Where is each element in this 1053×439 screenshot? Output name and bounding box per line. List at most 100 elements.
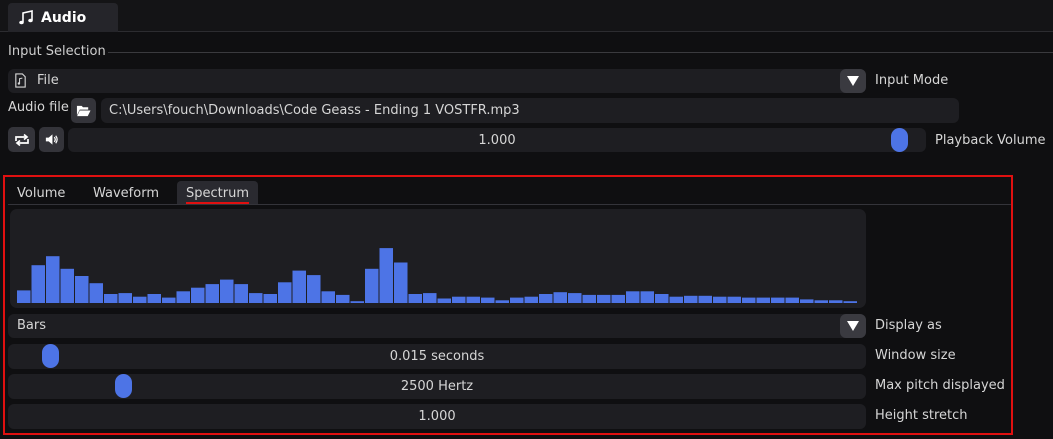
height-stretch-slider[interactable]: 1.000 xyxy=(8,404,866,429)
playback-volume-slider[interactable]: 1.000 xyxy=(68,128,926,152)
spectrum-bar xyxy=(756,297,770,303)
spectrum-bar xyxy=(75,276,89,303)
spectrum-bar xyxy=(771,297,785,303)
spectrum-bar xyxy=(553,292,567,303)
spectrum-bar xyxy=(423,293,437,303)
tab-waveform-label: Waveform xyxy=(93,185,159,201)
spectrum-bar xyxy=(655,294,669,303)
open-folder-button[interactable] xyxy=(71,98,96,123)
tab-spectrum-label: Spectrum xyxy=(186,185,249,204)
spectrum-bar xyxy=(800,299,814,303)
spectrum-bar xyxy=(582,294,596,303)
spectrum-bar xyxy=(118,293,132,303)
top-tab-bar: Audio xyxy=(0,0,1053,32)
max-pitch-slider[interactable]: 2500 Hertz xyxy=(8,374,866,399)
input-mode-label: Input Mode xyxy=(875,73,949,88)
spectrum-bar xyxy=(104,294,118,303)
spectrum-bar xyxy=(524,296,538,303)
playback-volume-handle[interactable] xyxy=(891,128,908,152)
audio-file-path-field[interactable]: C:\Users\fouch\Downloads\Code Geass - En… xyxy=(101,98,959,123)
display-as-value: Bars xyxy=(17,318,47,333)
spectrum-bar xyxy=(220,279,234,303)
spectrum-bar xyxy=(321,291,335,303)
spectrum-bar xyxy=(147,294,161,303)
spectrum-bar xyxy=(684,295,698,303)
spectrum-bar xyxy=(278,282,292,303)
spectrum-bar xyxy=(17,290,31,303)
spectrum-bar xyxy=(510,297,524,303)
window-size-value: 0.015 seconds xyxy=(389,349,485,364)
section-divider xyxy=(108,52,1053,53)
music-note-icon xyxy=(19,9,33,24)
loop-button[interactable] xyxy=(8,127,35,152)
spectrum-bar xyxy=(452,296,466,303)
spectrum-bar xyxy=(394,262,408,303)
chevron-down-icon xyxy=(847,76,859,86)
spectrum-bars xyxy=(17,248,857,303)
spectrum-bar xyxy=(640,291,654,303)
spectrum-bar xyxy=(727,296,741,303)
spectrum-bar xyxy=(713,296,727,303)
spectrum-bar xyxy=(568,293,582,303)
folder-open-icon xyxy=(76,105,91,117)
tab-bar-divider xyxy=(8,204,1011,205)
input-mode-value: File xyxy=(37,73,59,88)
spectrum-bar xyxy=(408,294,422,303)
spectrum-bar xyxy=(539,294,553,303)
spectrum-bar xyxy=(249,293,263,303)
repeat-icon xyxy=(14,133,29,146)
spectrum-bar xyxy=(829,300,843,303)
playback-volume-label: Playback Volume xyxy=(935,133,1046,148)
tab-volume[interactable]: Volume xyxy=(8,181,74,205)
window-size-label: Window size xyxy=(875,348,956,363)
tab-waveform[interactable]: Waveform xyxy=(84,181,168,205)
spectrum-bar xyxy=(365,268,379,303)
tab-volume-label: Volume xyxy=(17,185,66,201)
spectrum-bar xyxy=(669,296,683,303)
input-selection-title: Input Selection xyxy=(8,44,106,59)
max-pitch-handle[interactable] xyxy=(114,374,132,398)
spectrum-bar xyxy=(350,301,364,303)
spectrum-bar xyxy=(742,297,756,303)
spectrum-bar xyxy=(437,298,451,303)
spectrum-bar xyxy=(379,248,393,303)
display-as-label: Display as xyxy=(875,318,942,333)
height-stretch-label: Height stretch xyxy=(875,408,968,423)
playback-volume-value: 1.000 xyxy=(478,132,516,148)
spectrum-bar xyxy=(292,270,306,303)
spectrum-bar xyxy=(814,300,828,303)
max-pitch-label: Max pitch displayed xyxy=(875,378,1005,393)
spectrum-bar xyxy=(133,296,147,303)
spectrum-bar xyxy=(234,284,248,303)
file-music-icon xyxy=(15,73,26,88)
spectrum-bar xyxy=(785,297,799,303)
spectrum-bar xyxy=(191,287,205,303)
spectrum-bar xyxy=(162,297,176,303)
spectrum-bar xyxy=(60,268,74,303)
display-as-combo[interactable]: Bars xyxy=(8,314,866,338)
spectrum-bar xyxy=(263,294,277,303)
mute-button[interactable] xyxy=(39,127,64,152)
window-size-slider[interactable]: 0.015 seconds xyxy=(8,344,866,369)
chevron-down-icon xyxy=(847,321,859,331)
speaker-icon xyxy=(45,134,58,145)
display-as-dropdown-button[interactable] xyxy=(840,314,866,338)
spectrum-bar xyxy=(597,294,611,303)
spectrum-bar xyxy=(307,275,321,303)
spectrum-bar xyxy=(626,291,640,303)
tab-audio[interactable]: Audio xyxy=(8,3,118,32)
spectrum-bar xyxy=(481,297,495,303)
tab-spectrum[interactable]: Spectrum xyxy=(177,181,258,205)
spectrum-bar xyxy=(46,256,60,303)
audio-file-label: Audio file xyxy=(8,100,69,115)
max-pitch-value: 2500 Hertz xyxy=(400,379,474,394)
input-mode-dropdown-button[interactable] xyxy=(840,69,866,93)
spectrum-bar xyxy=(336,294,350,303)
input-mode-combo[interactable]: File xyxy=(8,69,866,93)
spectrum-bar xyxy=(698,295,712,303)
spectrum-bar xyxy=(31,265,45,303)
spectrum-bar xyxy=(466,296,480,303)
spectrum-bar xyxy=(89,283,103,303)
spectrum-bar xyxy=(843,301,857,303)
window-size-handle[interactable] xyxy=(42,344,60,368)
